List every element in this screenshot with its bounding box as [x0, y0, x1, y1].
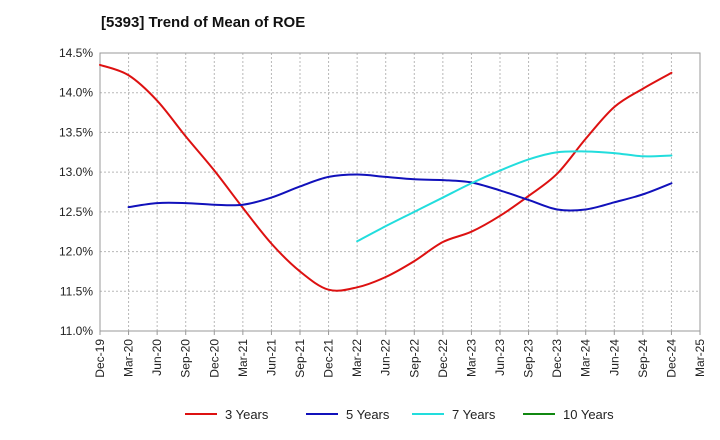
y-tick-label: 12.5%: [59, 205, 93, 219]
x-tick-label: Jun-22: [379, 339, 393, 376]
series-line-3: [356, 150, 673, 243]
legend-label: 3 Years: [225, 407, 269, 422]
y-tick-label: 13.5%: [59, 125, 93, 139]
series-line-1: [99, 63, 673, 292]
plot-frame: [99, 52, 701, 335]
x-tick-label: Sep-23: [522, 339, 536, 378]
y-tick-label: 14.5%: [59, 46, 93, 60]
y-tick-label: 11.5%: [60, 284, 93, 298]
series-lines: [99, 63, 673, 292]
x-tick-label: Dec-20: [207, 339, 221, 378]
y-tick-label: 14.0%: [59, 86, 93, 100]
x-axis-ticks: Dec-19 Mar-20 Jun-20 Sep-20 Dec-20 Mar-21 Jun-…: [93, 339, 707, 378]
legend-label: 10 Years: [563, 407, 614, 422]
x-tick-label: Jun-20: [150, 339, 164, 376]
legend-label: 7 Years: [452, 407, 496, 422]
y-tick-label: 13.0%: [59, 165, 93, 179]
x-tick-label: Mar-21: [236, 339, 250, 377]
x-tick-label: Mar-20: [122, 339, 136, 377]
x-tick-label: Jun-21: [264, 339, 278, 376]
x-tick-label: Mar-23: [464, 339, 478, 377]
x-tick-label: Dec-19: [93, 339, 107, 378]
series-line-2: [127, 173, 673, 212]
x-tick-label: Jun-23: [493, 339, 507, 376]
x-tick-label: Sep-22: [407, 339, 421, 378]
grid-lines: [99, 52, 701, 332]
chart-title: [5393] Trend of Mean of ROE: [101, 14, 305, 31]
x-tick-label: Jun-24: [607, 339, 621, 376]
y-tick-label: 11.0%: [60, 324, 93, 338]
y-axis-ticks: 11.0% 11.5% 12.0% 12.5% 13.0% 13.5% 14.0% 14.5%: [59, 46, 93, 338]
x-tick-label: Dec-23: [550, 339, 564, 378]
x-tick-label: Sep-24: [636, 339, 650, 378]
x-tick-label: Sep-21: [293, 339, 307, 378]
x-tick-label: Dec-24: [664, 339, 678, 378]
legend-label: 5 Years: [346, 407, 390, 422]
x-tick-label: Dec-22: [436, 339, 450, 378]
legend: 3 Years 5 Years 7 Years 10 Years: [185, 407, 614, 422]
x-tick-label: Mar-24: [579, 339, 593, 377]
x-tick-label: Sep-20: [179, 339, 193, 378]
x-tick-label: Mar-22: [350, 339, 364, 377]
x-tick-label: Mar-25: [693, 339, 707, 377]
x-tick-label: Dec-21: [322, 339, 336, 378]
y-tick-label: 12.0%: [59, 245, 93, 259]
plot-area-border: [99, 52, 701, 332]
